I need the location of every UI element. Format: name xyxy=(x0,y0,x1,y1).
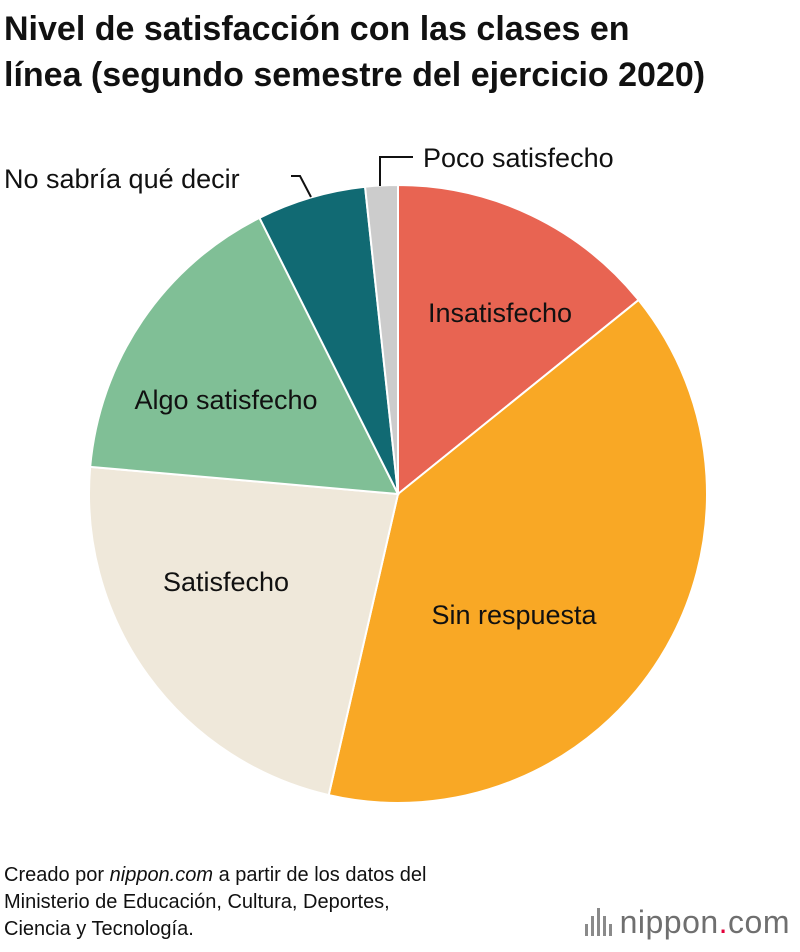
slice-label-no-sabria-que-decir: No sabría qué decir xyxy=(4,164,240,194)
source-rest: a partir de los datos del xyxy=(213,864,427,886)
source-line-2: Ministerio de Educación, Cultura, Deport… xyxy=(4,891,390,913)
pie-slice-poco-satisfecho xyxy=(363,183,399,495)
pie-slice-insatisfecho xyxy=(397,183,640,497)
leader-line-poco-satisfecho xyxy=(379,156,413,186)
leader-line-no-sabria-que-decir xyxy=(291,175,312,198)
source-site: nippon.com xyxy=(109,864,214,886)
logo-wordmark: nippon.com xyxy=(619,903,790,940)
chart-title: Nivel de satisfacción con las clases en … xyxy=(4,6,796,98)
slice-label-poco-satisfecho: Poco satisfecho xyxy=(423,143,614,173)
slice-label-insatisfecho: Insatisfecho xyxy=(428,298,572,328)
pie-slice-algo-satisfecho xyxy=(89,216,400,496)
source-line-1: Creado por nippon.com a partir de los da… xyxy=(4,862,564,889)
nippon-logo: nippon.com xyxy=(584,902,790,942)
source-note: Creado por nippon.com a partir de los da… xyxy=(4,862,564,943)
chart-title-line-2: línea (segundo semestre del ejercicio 20… xyxy=(4,56,706,94)
pie-labels: Insatisfecho Sin respuesta Satisfecho Algo … xyxy=(4,143,614,630)
slice-label-algo-satisfecho: Algo satisfecho xyxy=(134,385,317,415)
pie-leader-lines xyxy=(291,156,413,198)
source-prefix: Creado por xyxy=(4,864,110,886)
slice-label-satisfecho: Satisfecho xyxy=(163,567,289,597)
source-line-3: Ciencia y Tecnología. xyxy=(4,918,194,940)
chart-title-line-1: Nivel de satisfacción con las clases en xyxy=(4,10,630,48)
slice-label-sin-respuesta: Sin respuesta xyxy=(431,600,597,630)
pie-slice-sin-respuesta xyxy=(327,298,708,804)
logo-bars-icon xyxy=(584,908,612,936)
pie-slices xyxy=(88,183,708,804)
pie-slice-satisfecho xyxy=(88,465,400,797)
